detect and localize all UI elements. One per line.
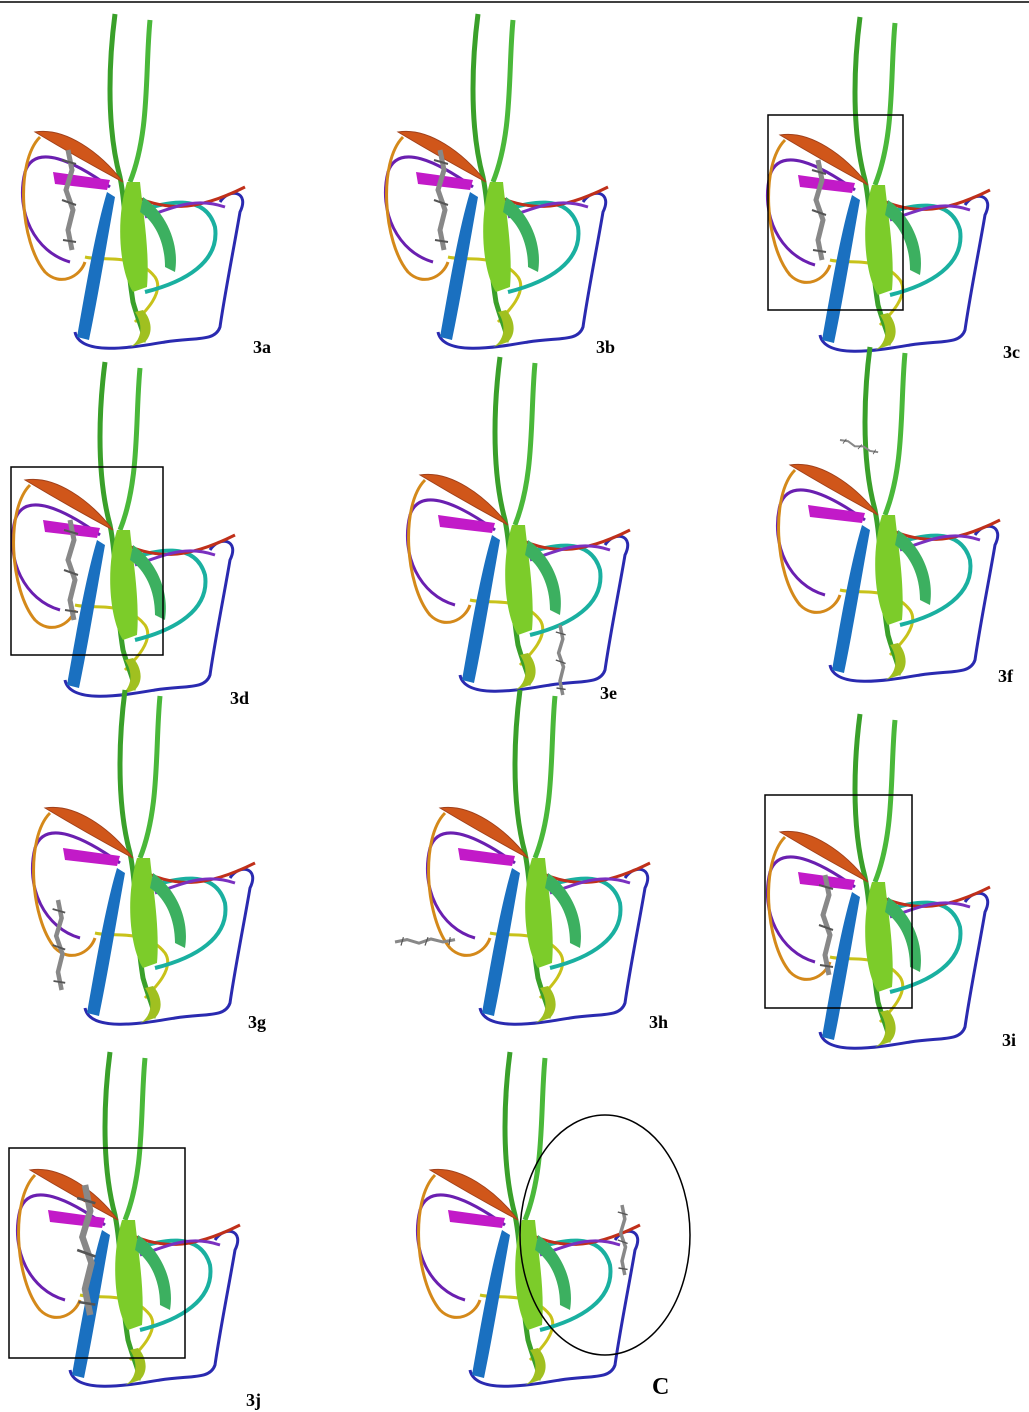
panel-label: 3e bbox=[600, 683, 617, 703]
structure bbox=[427, 690, 650, 1024]
panel-label: 3h bbox=[649, 1012, 668, 1032]
structure bbox=[777, 347, 1000, 681]
panel-label: 3a bbox=[253, 337, 271, 357]
structure bbox=[767, 17, 990, 351]
structure bbox=[767, 714, 990, 1048]
panel-label: 3i bbox=[1002, 1030, 1016, 1050]
ligand bbox=[53, 900, 66, 990]
panel-label: 3c bbox=[1003, 342, 1020, 362]
structure bbox=[22, 14, 245, 348]
structure bbox=[17, 1052, 240, 1386]
highlight-ellipse bbox=[520, 1115, 690, 1355]
panel-label: C bbox=[652, 1374, 669, 1400]
structure bbox=[32, 690, 255, 1024]
figure: 3a 3b 3c 3d 3e 3f 3g 3h 3i 3j C bbox=[0, 0, 1029, 1412]
panel-label: 3g bbox=[248, 1012, 266, 1032]
structure bbox=[12, 362, 235, 696]
ligand bbox=[618, 1205, 628, 1275]
structure bbox=[385, 14, 608, 348]
panel-label: 3f bbox=[998, 666, 1014, 686]
ligand bbox=[839, 437, 879, 456]
structure bbox=[407, 357, 630, 691]
panel-label: 3j bbox=[246, 1390, 261, 1410]
structure bbox=[417, 1052, 640, 1386]
panel-label: 3b bbox=[596, 337, 615, 357]
ligand bbox=[819, 875, 833, 975]
ligand bbox=[812, 160, 826, 260]
panel-label: 3d bbox=[230, 688, 249, 708]
